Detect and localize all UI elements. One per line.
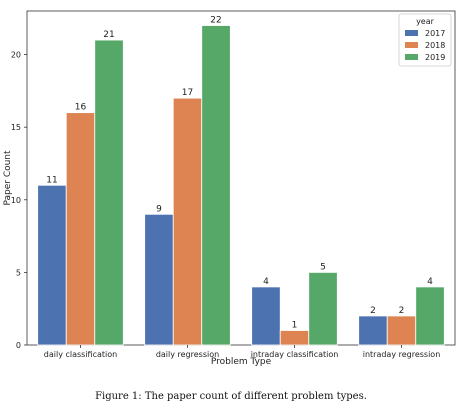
bar-value-label: 1 [292, 320, 298, 330]
legend-box [398, 13, 452, 67]
bar-2018 [279, 330, 310, 346]
bar-value-label: 2 [399, 306, 405, 316]
legend-title: year [416, 17, 435, 26]
bar-value-label: 2 [370, 306, 376, 316]
legend-label: 2019 [425, 53, 445, 62]
bar-value-label: 11 [46, 175, 57, 185]
plot-frame [26, 10, 456, 346]
x-tick-label: daily classification [44, 350, 117, 359]
bar-value-label: 5 [320, 262, 326, 272]
bar-2017 [251, 286, 281, 346]
bar-value-label: 17 [182, 88, 193, 98]
x-tick-label: intraday regression [363, 350, 441, 359]
y-tick-label: 0 [16, 341, 21, 350]
bar-2019 [308, 271, 338, 346]
x-axis: daily classification daily regression intr… [44, 345, 441, 359]
x-axis-title: Problem Type [211, 357, 272, 367]
y-tick-label: 15 [11, 123, 21, 132]
bar-2017 [144, 213, 174, 346]
legend-swatch-2018 [405, 42, 418, 48]
bar-2017 [358, 315, 388, 346]
bar-2018 [172, 97, 203, 346]
y-tick-label: 10 [11, 196, 21, 205]
bar-2019 [201, 25, 231, 346]
bar-2019 [415, 286, 445, 346]
bar-value-label: 16 [75, 103, 87, 113]
bar-2019 [94, 39, 124, 346]
bar-value-label: 4 [263, 277, 269, 287]
y-axis: 0 5 10 15 20 [11, 51, 27, 350]
bars-group [37, 25, 445, 346]
legend-label: 2018 [425, 41, 445, 50]
y-axis-title: Paper Count [3, 150, 13, 206]
bar-value-label: 21 [103, 30, 114, 40]
bar-2018 [65, 112, 96, 346]
legend: year 2017 2018 2019 [398, 13, 452, 67]
legend-swatch-2017 [405, 30, 418, 36]
y-tick-label: 20 [11, 51, 21, 60]
bar-value-label: 22 [210, 16, 221, 26]
bar-2018 [386, 315, 417, 346]
x-tick-label: intraday classification [251, 350, 339, 359]
x-tick-label: daily regression [156, 350, 219, 359]
legend-label: 2017 [425, 29, 445, 38]
bar-value-label: 9 [156, 204, 162, 214]
y-tick-label: 5 [16, 268, 21, 277]
bar-value-label: 4 [427, 277, 433, 287]
legend-swatch-2019 [405, 54, 418, 60]
figure-caption: Figure 1: The paper count of different p… [95, 391, 367, 402]
bar-2017 [37, 184, 67, 346]
